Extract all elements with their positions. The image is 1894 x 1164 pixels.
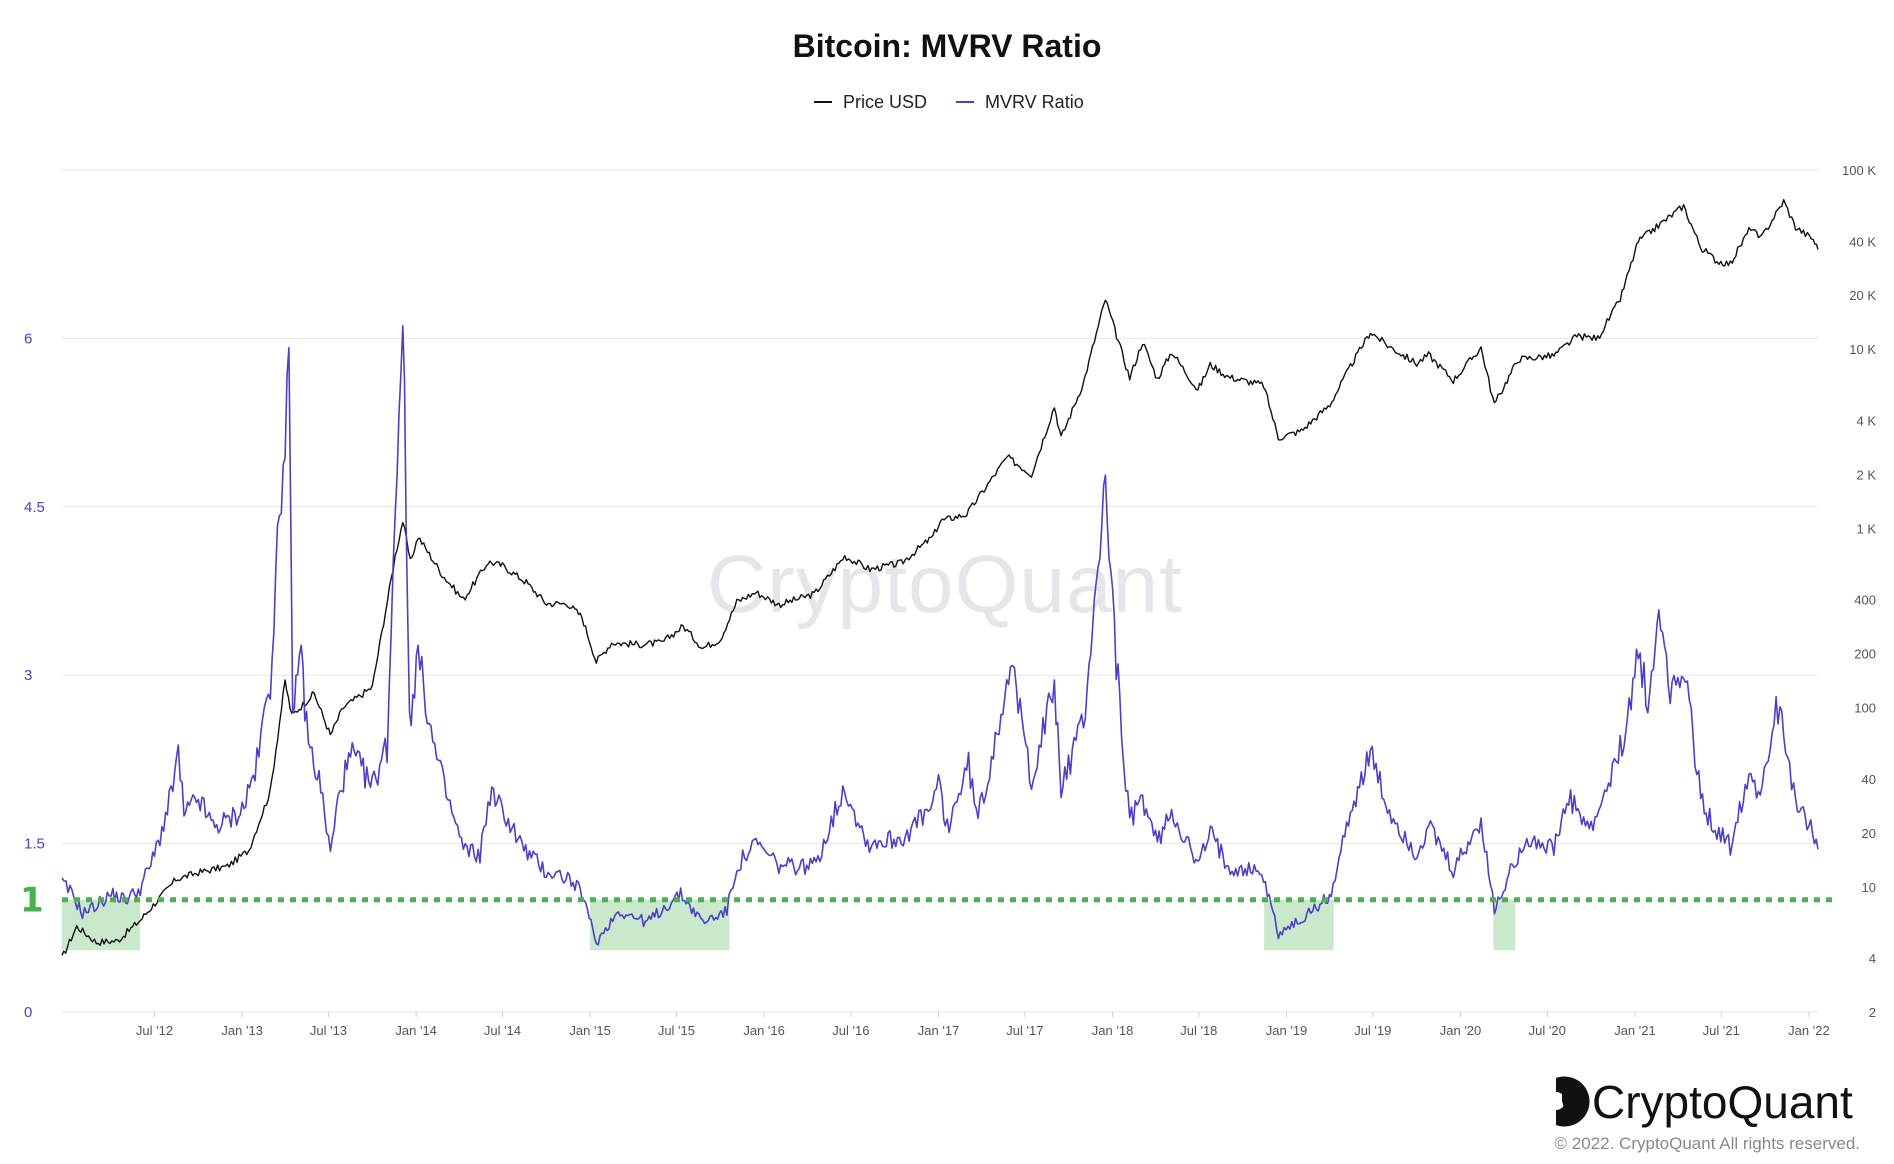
undervalued-zones — [62, 899, 1516, 951]
x-axis-tick-label: Jan '15 — [569, 1023, 611, 1038]
cryptoquant-logo: CryptoQuant — [1547, 1076, 1853, 1128]
chart-title: Bitcoin: MVRV Ratio — [793, 28, 1102, 64]
right-axis-ticks: 2 4 10 20 40 100 200 400 1 K 2 K 4 K 10 K 20 K 40 K 10… — [1842, 163, 1876, 1020]
right-axis-tick-label: 40 — [1862, 772, 1876, 787]
undervalued-zone — [590, 899, 730, 951]
right-axis-tick-label: 100 — [1854, 701, 1876, 716]
x-axis-tick-label: Jan '18 — [1092, 1023, 1134, 1038]
legend-label-mvrv[interactable]: MVRV Ratio — [985, 92, 1084, 112]
x-axis-tick-label: Jan '17 — [918, 1023, 960, 1038]
x-axis-tick-label: Jan '14 — [395, 1023, 437, 1038]
x-axis-tick-label: Jul '20 — [1529, 1023, 1566, 1038]
right-axis-tick-label: 200 — [1854, 647, 1876, 662]
right-axis-tick-label: 4 — [1869, 951, 1876, 966]
watermark: CryptoQuant — [707, 539, 1183, 630]
x-axis-tick-label: Jul '16 — [832, 1023, 869, 1038]
right-axis-tick-label: 2 — [1869, 1005, 1876, 1020]
mvrv-ratio-series — [61, 324, 1819, 946]
right-axis-tick-label: 4 K — [1856, 413, 1876, 428]
x-axis-tick-label: Jul '13 — [310, 1023, 347, 1038]
left-axis-ticks: 0 1.5 3 4.5 6 — [24, 330, 45, 1021]
undervalued-zone — [1264, 899, 1334, 951]
x-axis-tick-label: Jul '14 — [484, 1023, 521, 1038]
x-axis-tick-label: Jul '19 — [1354, 1023, 1391, 1038]
x-axis-tick-label: Jul '17 — [1006, 1023, 1043, 1038]
x-axis-tick-label: Jul '15 — [658, 1023, 695, 1038]
x-axis-tick-label: Jan '19 — [1266, 1023, 1308, 1038]
reference-line-label: 1 — [20, 881, 44, 921]
x-axis-tick-label: Jan '22 — [1788, 1023, 1830, 1038]
right-axis-tick-label: 1 K — [1856, 521, 1876, 536]
x-axis-tick-label: Jan '21 — [1614, 1023, 1656, 1038]
x-axis-tick-label: Jul '18 — [1180, 1023, 1217, 1038]
legend-label-price[interactable]: Price USD — [843, 92, 927, 112]
left-axis-tick-label: 4.5 — [24, 499, 45, 516]
right-axis-tick-label: 100 K — [1842, 163, 1876, 178]
legend[interactable]: Price USD MVRV Ratio — [814, 92, 1084, 112]
x-axis-tick-label: Jan '13 — [221, 1023, 263, 1038]
left-axis-tick-label: 6 — [24, 330, 32, 347]
brand-name: CryptoQuant — [1592, 1076, 1853, 1128]
logo-icon — [1547, 1076, 1590, 1127]
left-axis-tick-label: 0 — [24, 1004, 32, 1021]
price-usd-line — [61, 198, 1819, 956]
right-axis-tick-label: 10 K — [1849, 342, 1876, 357]
right-axis-tick-label: 10 — [1862, 880, 1876, 895]
x-axis-ticks: Jul '12 Jan '13 Jul '13 Jan '14 Jul '14 Jan '… — [136, 1012, 1830, 1038]
price-usd-series — [61, 198, 1819, 956]
right-axis-tick-label: 20 K — [1849, 288, 1876, 303]
left-axis-tick-label: 1.5 — [24, 836, 45, 853]
left-axis-tick-label: 3 — [24, 667, 32, 684]
reference-line: 1 — [20, 881, 1838, 921]
gridlines — [62, 169, 1818, 1013]
right-axis-tick-label: 2 K — [1856, 467, 1876, 482]
mvrv-ratio-line — [61, 324, 1819, 946]
x-axis-tick-label: Jan '16 — [743, 1023, 785, 1038]
right-axis-tick-label: 20 — [1862, 826, 1876, 841]
right-axis-tick-label: 400 — [1854, 593, 1876, 608]
x-axis-tick-label: Jul '21 — [1703, 1023, 1740, 1038]
right-axis-tick-label: 40 K — [1849, 234, 1876, 249]
copyright-text: © 2022. CryptoQuant All rights reserved. — [1555, 1134, 1860, 1153]
undervalued-zone — [1493, 899, 1516, 951]
x-axis-tick-label: Jan '20 — [1440, 1023, 1482, 1038]
x-axis-tick-label: Jul '12 — [136, 1023, 173, 1038]
